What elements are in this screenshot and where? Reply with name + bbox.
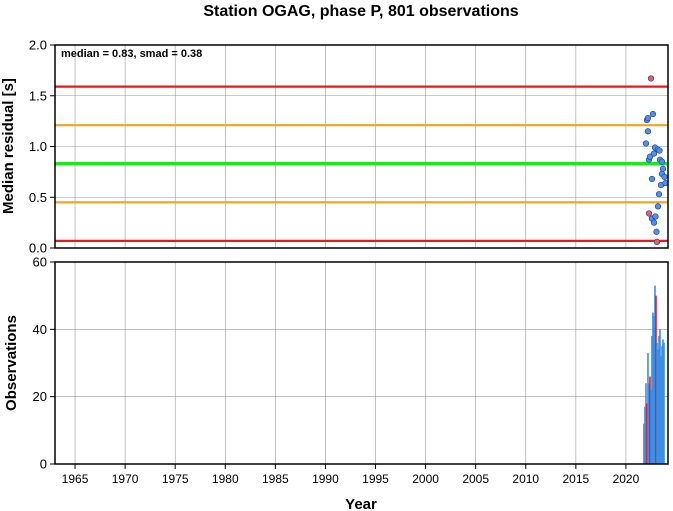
observations-y-tick-label: 60 [33, 255, 47, 270]
observations-bar [653, 315, 655, 464]
x-tick-label: 2020 [613, 472, 640, 486]
x-tick-label: 1990 [312, 472, 339, 486]
residual-point [661, 173, 668, 181]
observations-y-tick-label: 40 [33, 322, 47, 337]
x-tick-label: 2000 [412, 472, 439, 486]
x-tick-label: 1995 [362, 472, 389, 486]
x-tick-label: 1980 [212, 472, 239, 486]
observations-bar [656, 342, 658, 464]
observations-bar [647, 352, 649, 464]
observations-grid [55, 261, 668, 465]
residual-point [652, 213, 659, 220]
residual-point [656, 147, 663, 154]
residual-point [644, 128, 652, 135]
observations-bar [648, 383, 650, 464]
observations-bars [643, 285, 665, 464]
observations-bar [662, 339, 664, 464]
residual-annotation: median = 0.83, smad = 0.38 [61, 48, 202, 60]
observations-bar [650, 389, 652, 464]
residual-y-tick-label: 2.0 [29, 38, 47, 53]
residual-point [654, 203, 662, 210]
residual-point [653, 228, 660, 235]
residual-y-axis-label: Median residual [s] [0, 78, 17, 214]
residual-y-tick-label: 0.5 [29, 190, 47, 205]
residual-y-tick-label: 1.0 [29, 139, 47, 154]
residual-point [647, 75, 655, 82]
residual-point [653, 238, 661, 246]
residual-points [642, 75, 669, 246]
observations-bar [661, 346, 663, 464]
residual-y-tick-label: 0.0 [29, 241, 47, 256]
observations-plot-frame [54, 261, 669, 465]
observations-bar [658, 336, 660, 464]
residual-point [659, 165, 667, 172]
observations-bar [663, 342, 665, 464]
observations-bar [655, 295, 657, 464]
observations-bar [657, 349, 659, 464]
residual-point [655, 191, 663, 198]
residual-point [650, 219, 658, 226]
x-tick-label: 1970 [112, 472, 139, 486]
residual-point [648, 175, 656, 183]
observations-bar [649, 376, 651, 464]
residual-point [642, 140, 650, 147]
chart-title: Station OGAG, phase P, 801 observations [203, 3, 518, 20]
x-tick-label: 1965 [62, 472, 89, 486]
observations-bar [654, 285, 656, 464]
x-tick-label: 2015 [562, 472, 589, 486]
observations-y-axis-label: Observations [3, 315, 20, 411]
residual-y-ticks: 0.0 0.5 1.0 1.5 2.0 [29, 38, 55, 256]
residual-point [645, 210, 653, 217]
x-tick-label: 1975 [162, 472, 189, 486]
observations-bar [646, 403, 648, 464]
residual-point [650, 150, 658, 157]
residual-panel: 0.0 0.5 1.0 1.5 2.0 median = 0.83, smad = 0.… [0, 38, 669, 256]
observations-bar [659, 329, 661, 464]
x-tick-label: 2005 [462, 472, 489, 486]
x-tick-label: 1985 [262, 472, 289, 486]
observations-y-tick-label: 20 [33, 389, 47, 404]
observations-bar [644, 406, 646, 464]
observations-bar [651, 336, 653, 464]
observations-y-ticks: 0 20 40 60 [33, 255, 55, 472]
observations-bar [643, 423, 645, 464]
residual-point [649, 110, 657, 118]
x-axis-label: Year [345, 496, 377, 511]
observations-bar [652, 312, 654, 464]
observations-y-tick-label: 0 [40, 457, 47, 472]
residual-point [658, 158, 666, 165]
observations-bar [645, 383, 647, 464]
residual-point [644, 114, 652, 122]
observations-bar [660, 356, 662, 464]
observations-x-ticks: 1965 1970 1975 1980 1985 1990 1995 2000 2005 2010… [62, 464, 640, 486]
residual-grid [55, 44, 668, 249]
observations-panel: 0 20 40 60 1965 1970 1975 1980 1985 1990 1995 2000… [3, 255, 669, 511]
residual-y-tick-label: 1.5 [29, 88, 47, 103]
residual-reference-lines [55, 85, 668, 242]
x-tick-label: 2010 [512, 472, 539, 486]
